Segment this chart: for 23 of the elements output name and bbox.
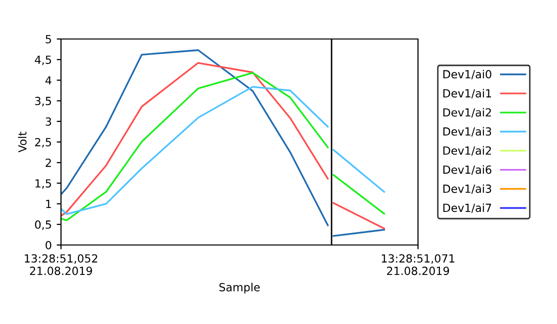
x-tick-label: 13:28:51,052 21.08.2019 (24, 254, 98, 276)
x-axis-title: Sample (219, 282, 260, 294)
y-tick-label: 2 (46, 158, 51, 167)
legend-label: Dev1/ai1 (443, 88, 491, 98)
legend-label: Dev1/ai0 (443, 70, 492, 80)
y-tick-label: 4 (45, 76, 52, 84)
legend-label: Dev1/ai7 (443, 203, 492, 213)
legend-label: Dev1/ai2 (443, 146, 491, 156)
y-axis-title: Volt (18, 132, 27, 152)
legend-label: Dev1/ai3 (443, 127, 492, 137)
y-tick-label: 2,5 (35, 138, 51, 148)
y-tick-label: 4,5 (34, 56, 51, 66)
legend-label: Dev1/ai6 (443, 165, 492, 175)
y-tick-label: 1 (46, 200, 51, 208)
legend-label: Dev1/ai3 (443, 184, 492, 194)
y-tick-label: 3,5 (35, 96, 51, 106)
y-tick-label: 5 (46, 35, 51, 44)
y-tick-label: 0 (46, 240, 52, 250)
x-tick-label: 13:28:51,071 21.08.2019 (382, 254, 454, 276)
legend-label: Dev1/ai2 (443, 108, 491, 118)
y-tick-label: 3 (46, 117, 52, 126)
y-tick-label: 0,5 (35, 220, 51, 230)
y-tick-label: 1,5 (36, 179, 51, 189)
